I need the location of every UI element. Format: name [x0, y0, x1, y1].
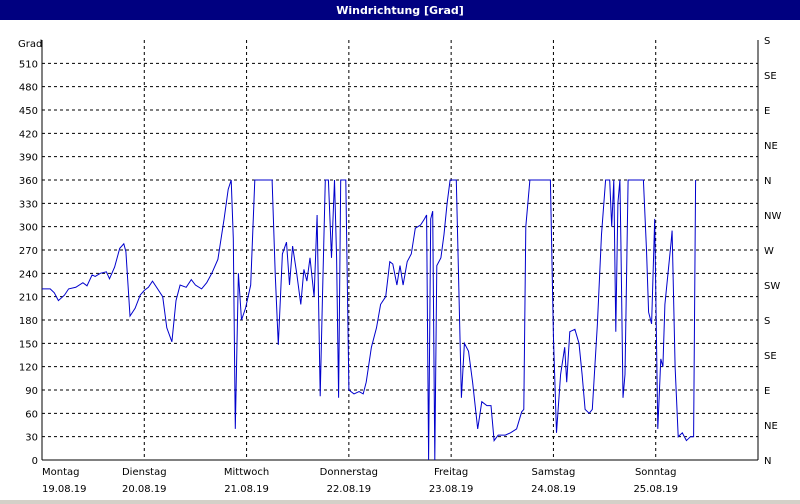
y-tick-label: 450 — [19, 106, 38, 117]
x-tick-date-label: 22.08.19 — [327, 484, 372, 495]
y-tick-label: 30 — [25, 433, 38, 444]
compass-label: NE — [764, 141, 778, 152]
axis-layer — [41, 40, 759, 461]
x-tick-day-label: Mittwoch — [224, 467, 269, 478]
x-tick-day-label: Freitag — [434, 467, 468, 478]
y-tick-label: 360 — [19, 176, 38, 187]
y-tick-label: 510 — [19, 59, 38, 70]
x-tick-day-label: Dienstag — [122, 467, 167, 478]
chart-title: Windrichtung [Grad] — [0, 0, 800, 20]
compass-label: N — [764, 176, 771, 187]
y-tick-label: 300 — [19, 223, 38, 234]
x-tick-date-label: 19.08.19 — [42, 484, 87, 495]
x-tick-date-label: 25.08.19 — [633, 484, 678, 495]
y-tick-label: 240 — [19, 269, 38, 280]
chart-area: 0 30 60 90 120 150 180 210 240 270 300 330 360 390 420… — [0, 20, 800, 500]
compass-label: E — [764, 106, 770, 117]
y-tick-label: 150 — [19, 339, 38, 350]
y-tick-label: 120 — [19, 363, 38, 374]
y-tick-label: 390 — [19, 153, 38, 164]
y-tick-label: 60 — [25, 409, 38, 420]
wind-direction-series-line — [42, 179, 697, 461]
compass-label: N — [764, 456, 771, 467]
y-axis-label: Grad — [18, 39, 42, 50]
compass-label: S — [764, 36, 770, 47]
grid-layer — [42, 40, 758, 460]
compass-label: NE — [764, 421, 778, 432]
x-tick-day-label: Sonntag — [635, 467, 677, 478]
x-tick-date-label: 20.08.19 — [122, 484, 167, 495]
y-tick-label: 180 — [19, 316, 38, 327]
compass-label: SE — [764, 71, 777, 82]
y-tick-label: 420 — [19, 129, 38, 140]
y-tick-label: 210 — [19, 293, 38, 304]
compass-label: SE — [764, 351, 777, 362]
x-tick-day-label: Montag — [42, 467, 79, 478]
y-tick-label: 0 — [32, 456, 38, 467]
compass-label: W — [764, 246, 774, 257]
x-tick-day-label: Samstag — [532, 467, 576, 478]
x-tick-date-label: 23.08.19 — [429, 484, 474, 495]
x-tick-date-label: 21.08.19 — [224, 484, 269, 495]
x-tick-day-label: Donnerstag — [320, 467, 378, 478]
compass-label: E — [764, 386, 770, 397]
y-tick-label: 90 — [25, 386, 38, 397]
compass-label: NW — [764, 211, 781, 222]
compass-label: SW — [764, 281, 780, 292]
tick-label-layer: 0 30 60 90 120 150 180 210 240 270 300 330 360 390 420… — [19, 36, 782, 495]
y-tick-label: 270 — [19, 246, 38, 257]
compass-label: S — [764, 316, 770, 327]
y-tick-label: 480 — [19, 83, 38, 94]
y-tick-label: 330 — [19, 199, 38, 210]
series-layer — [42, 179, 697, 461]
wind-direction-chart: 0 30 60 90 120 150 180 210 240 270 300 330 360 390 420… — [18, 36, 782, 495]
x-tick-date-label: 24.08.19 — [531, 484, 576, 495]
